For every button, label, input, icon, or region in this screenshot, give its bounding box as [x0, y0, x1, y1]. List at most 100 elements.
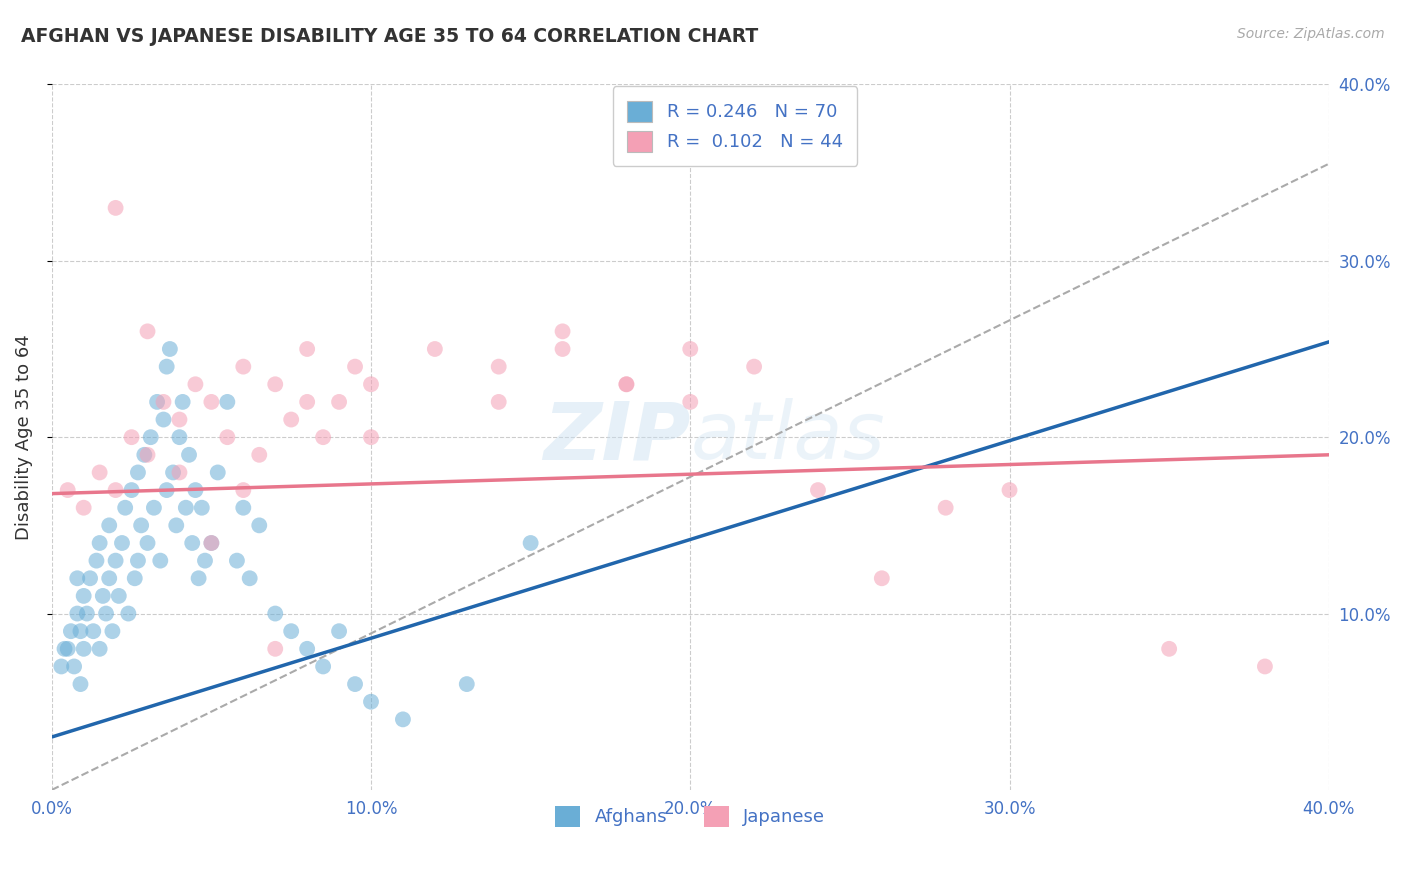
- Point: [344, 359, 367, 374]
- Point: [165, 518, 187, 533]
- Point: [1254, 659, 1277, 673]
- Point: [360, 377, 382, 392]
- Point: [86, 554, 108, 568]
- Point: [127, 554, 149, 568]
- Point: [169, 466, 191, 480]
- Point: [159, 342, 181, 356]
- Point: [104, 554, 127, 568]
- Point: [89, 536, 111, 550]
- Point: [104, 483, 127, 497]
- Point: [69, 677, 91, 691]
- Point: [264, 641, 287, 656]
- Point: [139, 430, 162, 444]
- Point: [312, 430, 335, 444]
- Point: [200, 395, 222, 409]
- Point: [98, 571, 121, 585]
- Text: ZIP: ZIP: [543, 398, 690, 476]
- Point: [239, 571, 262, 585]
- Point: [73, 500, 96, 515]
- Point: [104, 201, 127, 215]
- Point: [295, 641, 318, 656]
- Point: [73, 589, 96, 603]
- Point: [156, 359, 179, 374]
- Point: [169, 412, 191, 426]
- Point: [172, 395, 194, 409]
- Point: [187, 571, 209, 585]
- Point: [56, 641, 79, 656]
- Point: [328, 624, 350, 639]
- Point: [111, 536, 134, 550]
- Point: [66, 607, 89, 621]
- Point: [56, 483, 79, 497]
- Point: [264, 607, 287, 621]
- Point: [124, 571, 146, 585]
- Point: [226, 554, 249, 568]
- Point: [207, 466, 229, 480]
- Point: [59, 624, 82, 639]
- Point: [129, 518, 152, 533]
- Point: [998, 483, 1021, 497]
- Text: AFGHAN VS JAPANESE DISABILITY AGE 35 TO 64 CORRELATION CHART: AFGHAN VS JAPANESE DISABILITY AGE 35 TO …: [21, 27, 758, 45]
- Point: [162, 466, 184, 480]
- Point: [217, 395, 239, 409]
- Point: [200, 536, 222, 550]
- Point: [184, 377, 207, 392]
- Point: [184, 483, 207, 497]
- Point: [134, 448, 156, 462]
- Point: [870, 571, 893, 585]
- Point: [127, 466, 149, 480]
- Point: [94, 607, 117, 621]
- Point: [149, 554, 172, 568]
- Point: [312, 659, 335, 673]
- Point: [76, 607, 98, 621]
- Point: [232, 359, 254, 374]
- Point: [136, 448, 159, 462]
- Point: [456, 677, 478, 691]
- Point: [217, 430, 239, 444]
- Point: [121, 430, 143, 444]
- Point: [328, 395, 350, 409]
- Point: [117, 607, 139, 621]
- Point: [142, 500, 165, 515]
- Point: [1159, 641, 1181, 656]
- Point: [152, 395, 174, 409]
- Point: [136, 536, 159, 550]
- Point: [181, 536, 204, 550]
- Point: [91, 589, 114, 603]
- Point: [247, 518, 270, 533]
- Point: [247, 448, 270, 462]
- Point: [807, 483, 830, 497]
- Point: [89, 641, 111, 656]
- Point: [69, 624, 91, 639]
- Point: [152, 412, 174, 426]
- Point: [89, 466, 111, 480]
- Point: [63, 659, 86, 673]
- Point: [98, 518, 121, 533]
- Text: atlas: atlas: [690, 398, 884, 476]
- Point: [935, 500, 957, 515]
- Point: [392, 712, 415, 726]
- Point: [191, 500, 214, 515]
- Point: [616, 377, 638, 392]
- Point: [177, 448, 200, 462]
- Point: [73, 641, 96, 656]
- Legend: Afghans, Japanese: Afghans, Japanese: [548, 798, 832, 834]
- Point: [360, 430, 382, 444]
- Point: [82, 624, 104, 639]
- Point: [551, 324, 574, 338]
- Point: [519, 536, 541, 550]
- Point: [264, 377, 287, 392]
- Point: [121, 483, 143, 497]
- Point: [679, 395, 702, 409]
- Point: [295, 342, 318, 356]
- Point: [156, 483, 179, 497]
- Text: Source: ZipAtlas.com: Source: ZipAtlas.com: [1237, 27, 1385, 41]
- Point: [200, 536, 222, 550]
- Point: [360, 695, 382, 709]
- Point: [51, 659, 73, 673]
- Point: [101, 624, 124, 639]
- Point: [174, 500, 197, 515]
- Point: [66, 571, 89, 585]
- Point: [53, 641, 76, 656]
- Point: [344, 677, 367, 691]
